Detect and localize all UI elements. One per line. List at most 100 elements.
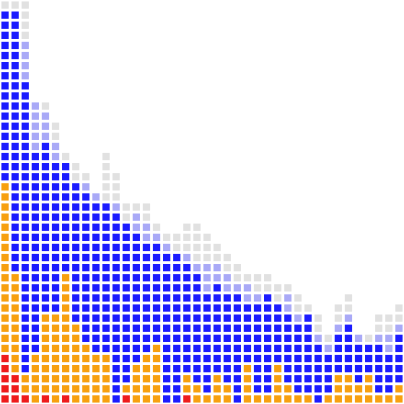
cell-orange [82,395,90,403]
cell-red [1,365,9,373]
cell-blue [11,82,19,90]
cell-blue [1,31,9,39]
cell-orange [274,375,282,383]
cell-blue [51,294,60,302]
cell-orange [1,324,9,332]
cell-blue [163,253,171,262]
cell-blue [233,354,241,363]
cell-blue [112,324,120,332]
cell-blue [11,132,19,140]
cell-orange [274,385,282,393]
cell-gray [365,334,373,342]
cell-blue [41,152,50,161]
cell-blue [284,375,292,383]
cell-blue [51,193,60,201]
cell-blue [11,223,19,231]
cell-blue [365,365,373,373]
cell-blue [173,344,181,353]
cell-blue [21,142,29,151]
cell-orange [11,354,19,363]
cell-blue [233,314,241,322]
cell-blue [173,253,181,262]
cell-blue [62,223,70,231]
cell-blue [1,92,9,100]
cell-blue [102,314,110,322]
cell-blue [41,243,50,252]
cell-blue [112,274,120,282]
cell-blue [173,365,181,373]
cell-gray [213,253,221,262]
cell-blue [31,314,39,322]
cell-red [62,395,70,403]
cell-blue [152,304,161,312]
cell-orange [334,375,342,383]
cell-blue [223,334,231,342]
cell-orange [142,354,151,363]
cell-blue [1,142,9,151]
cell-blue [163,294,171,302]
cell-blue [31,203,39,211]
cell-blue [142,324,151,332]
cell-blue [11,213,19,221]
cell-blue [122,253,130,262]
cell-blue [112,223,120,231]
cell-orange [1,193,9,201]
cell-red [11,395,19,403]
cell-blue [11,11,19,19]
cell-blue [152,294,161,302]
cell-orange [11,324,19,332]
cell-blue [31,152,39,161]
cell-blue [163,344,171,353]
cell-blue [193,284,201,292]
cell-blue [62,193,70,201]
cell-orange [72,365,80,373]
cell-blue [51,304,60,312]
cell-blue [72,203,80,211]
cell-orange [213,375,221,383]
cell-blue [31,213,39,221]
cell-blue [132,284,140,292]
cell-blue [284,365,292,373]
cell-blue [163,375,171,383]
cell-blue [72,193,80,201]
cell-blue [41,213,50,221]
cell-orange [72,395,80,403]
cell-blue [11,72,19,80]
cell-blue [1,41,9,50]
cell-orange [72,344,80,353]
cell-blue [11,152,19,161]
cell-blue [112,334,120,342]
cell-blue [92,284,100,292]
cell-gray [264,274,272,282]
cell-blue [324,365,332,373]
cell-blue [132,253,140,262]
cell-gray [102,173,110,181]
cell-blue [213,304,221,312]
cell-gray [163,233,171,241]
cell-blue [11,21,19,29]
cell-blue [233,375,241,383]
cell-blue [102,294,110,302]
cell-blue [122,284,130,292]
cell-blue [193,365,201,373]
cell-gray [21,11,29,19]
cell-blue [142,284,151,292]
cell-blue [375,354,383,363]
cell-blue [142,334,151,342]
cell-blue [294,365,302,373]
cell-gray [264,284,272,292]
cell-blue [21,92,29,100]
cell-gray [51,122,60,130]
cell-blue [193,344,201,353]
cell-blue [1,62,9,70]
cell-gray [102,183,110,191]
cell-blue [51,284,60,292]
cell-blue [203,344,211,353]
cell-orange [284,385,292,393]
cell-blue [274,314,282,322]
cell-orange [334,395,342,403]
cell-blue [122,344,130,353]
cell-blue [334,354,342,363]
cell-blue [41,264,50,272]
cell-faded-blue [142,223,151,231]
